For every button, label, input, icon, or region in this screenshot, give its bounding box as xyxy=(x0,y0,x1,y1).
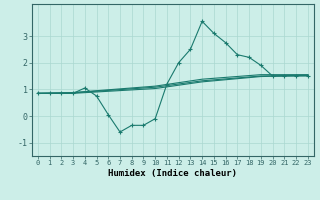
X-axis label: Humidex (Indice chaleur): Humidex (Indice chaleur) xyxy=(108,169,237,178)
